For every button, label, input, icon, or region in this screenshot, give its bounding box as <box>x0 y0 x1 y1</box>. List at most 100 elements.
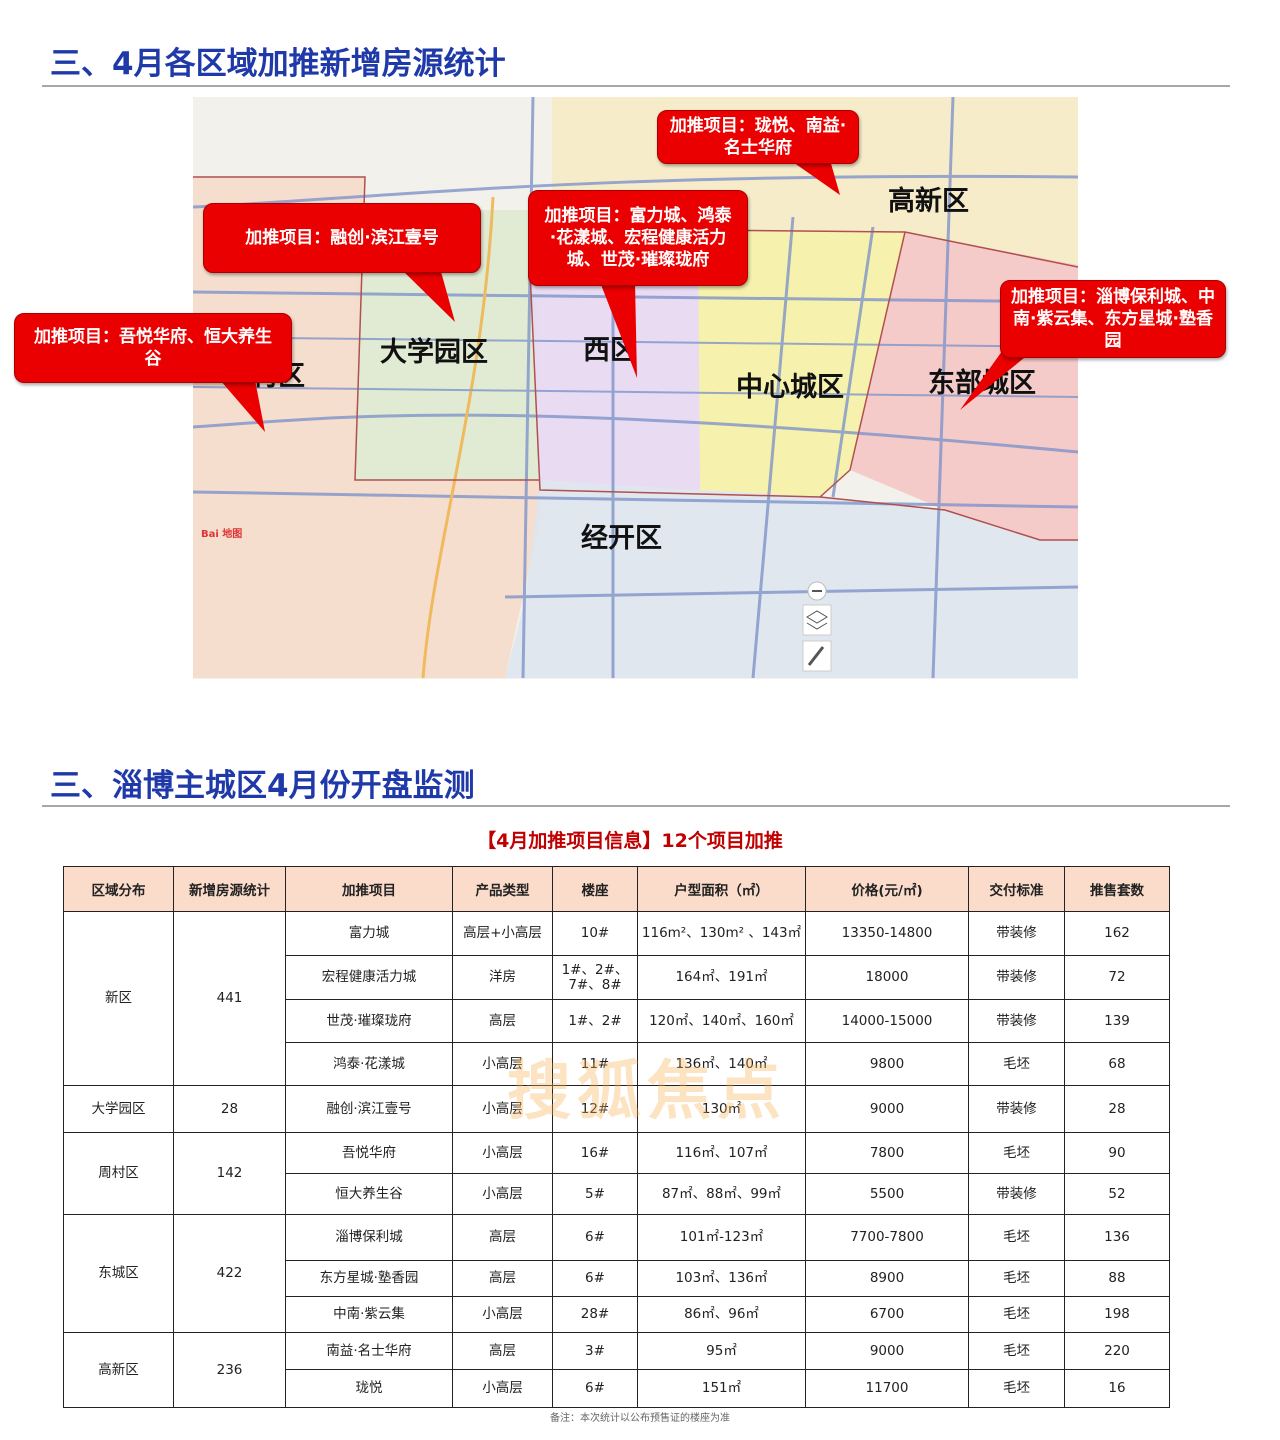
total-cell: 422 <box>173 1214 286 1333</box>
callout-daxueyuan: 加推项目：融创·滨江壹号 <box>203 203 481 273</box>
building-cell: 1#、2#、7#、8# <box>552 955 638 1000</box>
callout-xiqu: 加推项目：富力城、鸿泰·花漾城、宏程健康活力城、世茂·璀璨珑府 <box>528 190 748 286</box>
building-cell: 5# <box>552 1173 638 1215</box>
price-cell: 18000 <box>805 955 969 1000</box>
callout-dongbu: 加推项目：淄博保利城、中南·紫云集、东方星城·塾香园 <box>1000 280 1226 358</box>
units-cell: 139 <box>1064 999 1170 1043</box>
table-footnote: 备注：本次统计以公布预售证的楼座为准 <box>550 1413 730 1424</box>
column-header: 楼座 <box>552 866 638 912</box>
units-cell: 90 <box>1064 1132 1170 1174</box>
region-label-daxueyuan: 大学园区 <box>380 336 488 368</box>
building-cell: 12# <box>552 1085 638 1133</box>
region-zhoucun <box>193 177 540 678</box>
units-cell: 162 <box>1064 911 1170 956</box>
units-cell: 28 <box>1064 1085 1170 1133</box>
region-label-dongbu: 东部城区 <box>928 367 1036 399</box>
area-cell: 151㎡ <box>637 1369 806 1408</box>
table-row: 东方星城·塾香园 高层 6# 103㎡、136㎡ 8900 毛坯 88 <box>64 1260 1170 1297</box>
type-cell: 小高层 <box>452 1085 553 1133</box>
type-cell: 高层 <box>452 1214 553 1261</box>
type-cell: 高层 <box>452 999 553 1043</box>
total-cell: 441 <box>173 911 286 1086</box>
column-header: 新增房源统计 <box>173 866 286 912</box>
price-cell: 7700-7800 <box>805 1214 969 1261</box>
layers-icon[interactable] <box>802 604 832 636</box>
area-cell: 101㎡-123㎡ <box>637 1214 806 1261</box>
table-caption: 【4月加推项目信息】12个项目加推 <box>477 830 783 852</box>
column-header: 户型面积（㎡） <box>637 866 806 912</box>
type-cell: 小高层 <box>452 1173 553 1215</box>
building-cell: 28# <box>552 1296 638 1333</box>
table-row: 恒大养生谷 小高层 5# 87㎡、88㎡、99㎡ 5500 带装修 52 <box>64 1173 1170 1215</box>
column-header: 产品类型 <box>452 866 553 912</box>
type-cell: 小高层 <box>452 1369 553 1408</box>
area-cell: 130㎡ <box>637 1085 806 1133</box>
price-cell: 8900 <box>805 1260 969 1297</box>
area-cell: 164㎡、191㎡ <box>637 955 806 1000</box>
area-cell: 116㎡、107㎡ <box>637 1132 806 1174</box>
price-cell: 5500 <box>805 1173 969 1215</box>
price-cell: 13350-14800 <box>805 911 969 956</box>
column-header: 推售套数 <box>1064 866 1170 912</box>
project-cell: 恒大养生谷 <box>285 1173 453 1215</box>
column-header: 加推项目 <box>285 866 453 912</box>
project-cell: 吾悦华府 <box>285 1132 453 1174</box>
price-cell: 9000 <box>805 1332 969 1370</box>
area-cell: 103㎡、136㎡ <box>637 1260 806 1297</box>
project-cell: 宏程健康活力城 <box>285 955 453 1000</box>
project-table: 区域分布 新增房源统计 加推项目 产品类型 楼座 户型面积（㎡） 价格(元/㎡) 交付标准 推售… <box>63 866 1170 1408</box>
region-label-jingkai: 经开区 <box>581 522 662 554</box>
total-cell: 28 <box>173 1085 286 1133</box>
region-label-xiqu: 西区 <box>583 335 637 366</box>
price-cell: 7800 <box>805 1132 969 1174</box>
delivery-cell: 带装修 <box>968 999 1065 1043</box>
delivery-cell: 毛坯 <box>968 1332 1065 1370</box>
section-title-map: 三、4月各区域加推新增房源统计 <box>50 46 506 82</box>
area-cell: 116m²、130m² 、143㎡ <box>637 911 806 956</box>
total-cell: 142 <box>173 1132 286 1215</box>
callout-gaoxin: 加推项目：珑悦、南益·名士华府 <box>657 110 859 164</box>
project-cell: 世茂·璀璨珑府 <box>285 999 453 1043</box>
project-cell: 珑悦 <box>285 1369 453 1408</box>
project-cell: 鸿泰·花漾城 <box>285 1042 453 1086</box>
price-cell: 9000 <box>805 1085 969 1133</box>
district-cell: 高新区 <box>63 1332 174 1408</box>
units-cell: 220 <box>1064 1332 1170 1370</box>
district-map[interactable]: 大学园区 村区 西区 中心城区 东部城区 高新区 经开区 Bai 地图 <box>193 97 1078 679</box>
units-cell: 68 <box>1064 1042 1170 1086</box>
units-cell: 52 <box>1064 1173 1170 1215</box>
building-cell: 16# <box>552 1132 638 1174</box>
project-cell: 中南·紫云集 <box>285 1296 453 1333</box>
table-header-row: 区域分布 新增房源统计 加推项目 产品类型 楼座 户型面积（㎡） 价格(元/㎡) 交付标准 推售… <box>63 866 1170 912</box>
type-cell: 高层 <box>452 1260 553 1297</box>
project-cell: 富力城 <box>285 911 453 956</box>
map-controls[interactable] <box>802 581 832 672</box>
column-header: 交付标准 <box>968 866 1065 912</box>
price-cell: 11700 <box>805 1369 969 1408</box>
area-cell: 87㎡、88㎡、99㎡ <box>637 1173 806 1215</box>
map-provider-logo: Bai 地图 <box>201 527 242 540</box>
units-cell: 72 <box>1064 955 1170 1000</box>
delivery-cell: 毛坯 <box>968 1296 1065 1333</box>
table-row: 周村区 142 吾悦华府 小高层 16# 116㎡、107㎡ 7800 毛坯 90 <box>63 1132 1170 1215</box>
type-cell: 小高层 <box>452 1132 553 1174</box>
delivery-cell: 带装修 <box>968 1173 1065 1215</box>
column-header: 价格(元/㎡) <box>805 866 969 912</box>
divider <box>42 805 1230 807</box>
region-label-gaoxin: 高新区 <box>888 185 969 217</box>
table-row: 鸿泰·花漾城 小高层 11# 136㎡、140㎡ 9800 毛坯 68 <box>64 1042 1170 1086</box>
table-row: 东城区 422 淄博保利城 高层 6# 101㎡-123㎡ 7700-7800 毛坯 136 <box>63 1214 1170 1333</box>
table-row: 珑悦 小高层 6# 151㎡ 11700 毛坯 16 <box>64 1369 1170 1408</box>
delivery-cell: 带装修 <box>968 955 1065 1000</box>
project-cell: 东方星城·塾香园 <box>285 1260 453 1297</box>
price-cell: 9800 <box>805 1042 969 1086</box>
column-header: 区域分布 <box>63 866 174 912</box>
district-cell: 周村区 <box>63 1132 174 1215</box>
units-cell: 88 <box>1064 1260 1170 1297</box>
area-cell: 136㎡、140㎡ <box>637 1042 806 1086</box>
total-cell: 236 <box>173 1332 286 1408</box>
building-cell: 6# <box>552 1260 638 1297</box>
type-cell: 小高层 <box>452 1296 553 1333</box>
delivery-cell: 毛坯 <box>968 1214 1065 1261</box>
region-zhongxin <box>698 230 905 497</box>
